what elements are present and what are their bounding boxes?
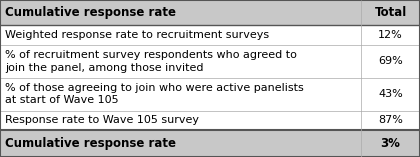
Bar — [0, 25, 361, 45]
Bar — [361, 130, 420, 157]
Bar — [361, 25, 420, 45]
Text: Total: Total — [375, 6, 407, 19]
Text: 43%: 43% — [378, 89, 403, 99]
Text: Response rate to Wave 105 survey: Response rate to Wave 105 survey — [5, 115, 199, 125]
Bar — [0, 130, 361, 157]
Bar — [0, 111, 361, 130]
Bar — [0, 78, 361, 111]
Text: 12%: 12% — [378, 30, 403, 40]
Bar — [0, 45, 361, 78]
Bar — [361, 0, 420, 25]
Text: 87%: 87% — [378, 115, 403, 125]
Text: Cumulative response rate: Cumulative response rate — [5, 6, 176, 19]
Text: 3%: 3% — [381, 137, 401, 150]
Bar — [361, 45, 420, 78]
Bar — [361, 78, 420, 111]
Bar — [361, 111, 420, 130]
Text: % of recruitment survey respondents who agreed to
join the panel, among those in: % of recruitment survey respondents who … — [5, 50, 297, 73]
Text: 69%: 69% — [378, 56, 403, 66]
Text: % of those agreeing to join who were active panelists
at start of Wave 105: % of those agreeing to join who were act… — [5, 83, 304, 106]
Text: Weighted response rate to recruitment surveys: Weighted response rate to recruitment su… — [5, 30, 269, 40]
Text: Cumulative response rate: Cumulative response rate — [5, 137, 176, 150]
Bar — [0, 0, 361, 25]
